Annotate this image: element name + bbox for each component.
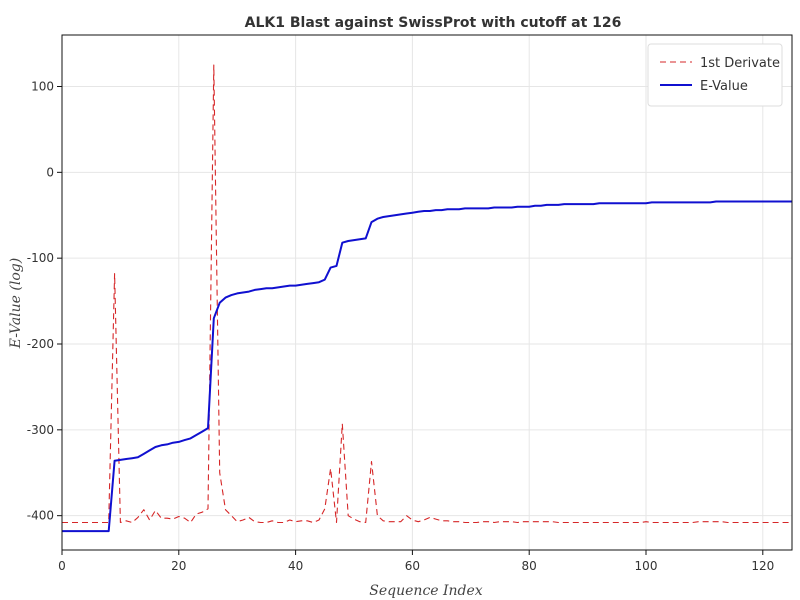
plot-frame <box>61 34 793 551</box>
y-tick-label: 0 <box>46 165 54 179</box>
x-tick-label: 80 <box>522 559 537 573</box>
x-tick-label: 20 <box>171 559 186 573</box>
grid <box>61 35 792 550</box>
series-line-e-value <box>62 200 792 533</box>
x-tick-label: 0 <box>58 559 66 573</box>
y-tick-label: -400 <box>27 509 54 523</box>
x-tick-label: 120 <box>751 559 774 573</box>
y-tick-label: -200 <box>27 337 54 351</box>
x-tick-label: 40 <box>288 559 303 573</box>
x-tick-label: 60 <box>405 559 420 573</box>
y-tick-label: -100 <box>27 251 54 265</box>
x-axis-label: Sequence Index <box>369 583 483 599</box>
ticks: 0 20 40 60 80 100 120 100 0 -100 -200 -300 -400 <box>27 80 774 574</box>
legend: 1st Derivate E-Value <box>647 43 783 107</box>
series-layer <box>62 64 792 533</box>
chart-title: ALK1 Blast against SwissProt with cutoff… <box>245 15 622 31</box>
y-axis-label: E-Value (log) <box>8 258 24 349</box>
legend-box <box>647 43 783 107</box>
y-tick-label: 100 <box>31 80 54 94</box>
x-tick-label: 100 <box>635 559 658 573</box>
series-line-first-derivate <box>62 64 792 524</box>
legend-label: E-Value <box>700 79 748 94</box>
y-tick-label: -300 <box>27 423 54 437</box>
legend-label: 1st Derivate <box>700 56 780 71</box>
